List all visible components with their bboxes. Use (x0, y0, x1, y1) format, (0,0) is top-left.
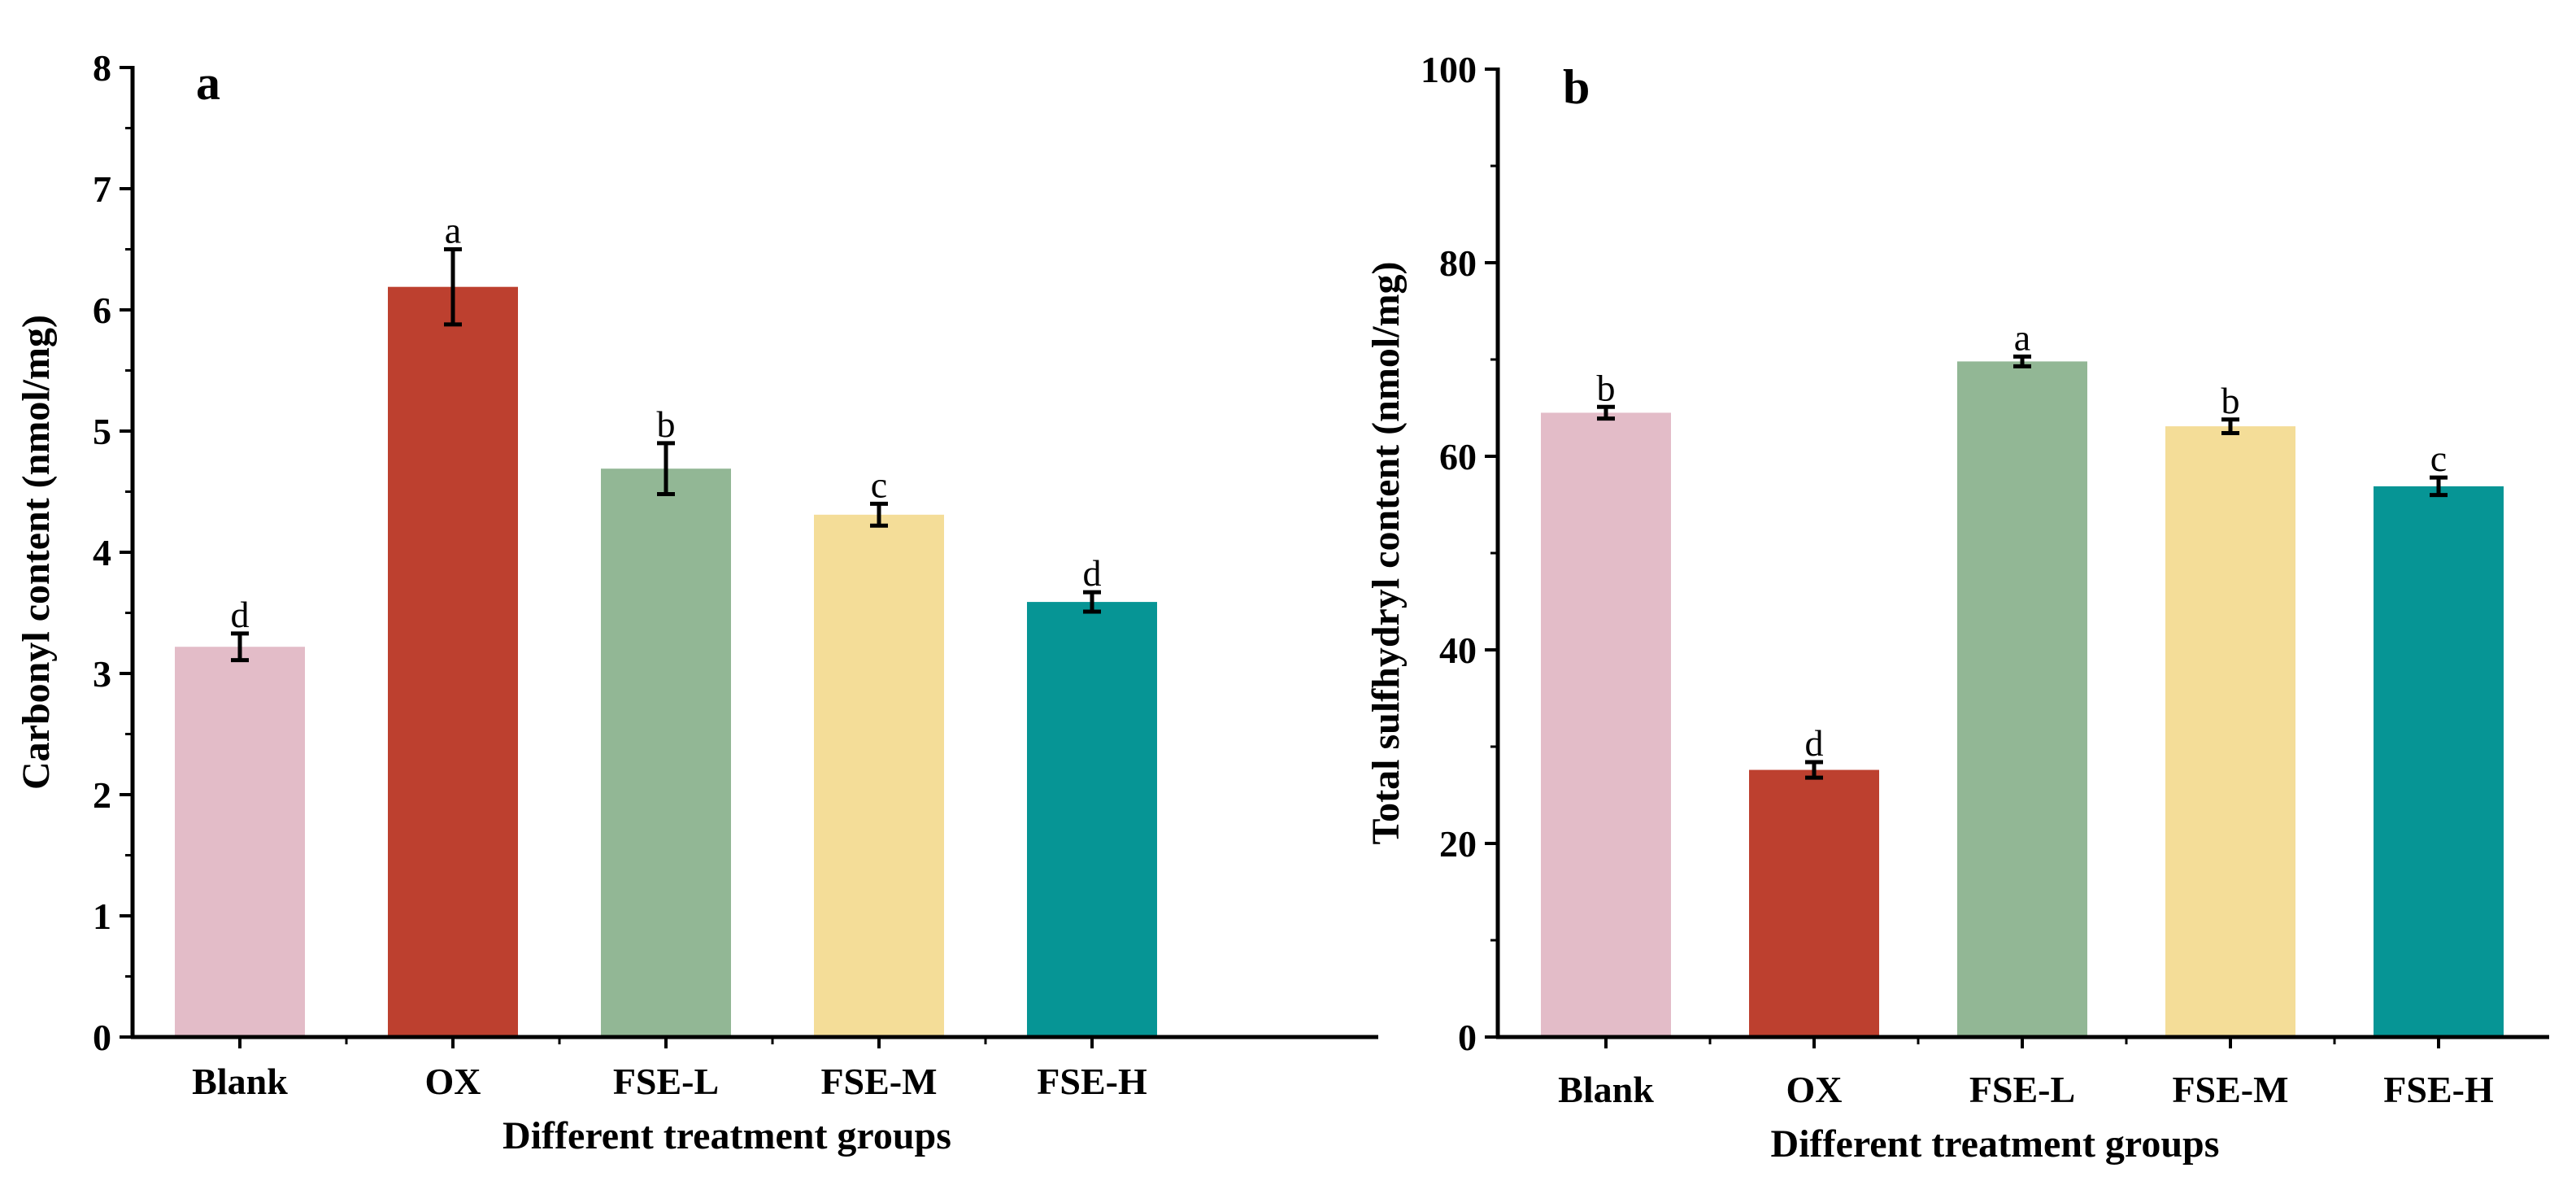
error-bar (870, 501, 888, 528)
significance-letter: d (1083, 552, 1102, 594)
x-tick-label: Blank (1558, 1069, 1654, 1110)
y-tick-label: 20 (1439, 823, 1477, 865)
significance-letter: a (2014, 316, 2030, 358)
y-tick-label: 80 (1439, 242, 1477, 284)
error-bar (2221, 417, 2239, 435)
x-tick-label: FSE-H (2383, 1069, 2494, 1110)
y-axis-title: Carbonyl content (nmol/mg) (15, 315, 58, 790)
y-axis-title: Total sulfhydryl content (nmol/mg) (1364, 262, 1408, 845)
x-tick-label: FSE-M (820, 1061, 937, 1102)
x-tick-label: OX (1786, 1069, 1843, 1110)
significance-letter: b (1597, 367, 1616, 408)
bar-fse-h (1027, 602, 1157, 1037)
bar-fse-m (2165, 426, 2295, 1037)
error-bar (1083, 590, 1101, 614)
y-tick-label: 1 (93, 896, 111, 937)
x-tick-label: OX (425, 1061, 481, 1102)
x-axis-title: Different treatment groups (1771, 1122, 2220, 1166)
error-bar (1805, 760, 1823, 780)
y-tick-label: 6 (93, 290, 111, 331)
bar-blank (175, 647, 305, 1037)
panel-label: a (196, 56, 220, 110)
error-bar (657, 441, 675, 496)
y-tick-label: 4 (93, 532, 111, 573)
bar-fse-l (601, 468, 731, 1037)
error-bar (2430, 475, 2448, 498)
significance-letter: d (231, 594, 250, 635)
error-bar (231, 631, 249, 663)
x-tick-label: FSE-H (1037, 1061, 1147, 1102)
significance-letter: b (657, 403, 676, 445)
y-tick-label: 40 (1439, 630, 1477, 671)
y-tick-label: 100 (1421, 49, 1477, 90)
significance-letter: d (1805, 722, 1824, 764)
x-tick-label: FSE-M (2172, 1069, 2288, 1110)
y-tick-label: 0 (1458, 1017, 1477, 1058)
error-bar (1597, 404, 1615, 421)
y-tick-label: 8 (93, 47, 111, 89)
y-tick-label: 3 (93, 653, 111, 695)
bar-ox (388, 286, 518, 1037)
bar-fse-l (1957, 361, 2087, 1037)
error-bar (444, 247, 462, 327)
panel-label: b (1563, 60, 1590, 114)
significance-letter: a (445, 210, 461, 251)
significance-letter: b (2221, 380, 2240, 421)
x-tick-label: FSE-L (1969, 1069, 2075, 1110)
y-tick-label: 60 (1439, 436, 1477, 477)
y-tick-label: 5 (93, 411, 111, 452)
significance-letter: c (871, 464, 887, 505)
significance-letter: c (2430, 438, 2447, 479)
y-tick-label: 0 (93, 1017, 111, 1058)
y-tick-label: 2 (93, 774, 111, 816)
bar-fse-m (814, 514, 944, 1037)
error-bar (2013, 354, 2031, 368)
x-tick-label: FSE-L (613, 1061, 719, 1102)
bar-ox (1749, 769, 1879, 1037)
x-axis-title: Different treatment groups (503, 1114, 951, 1157)
x-tick-label: Blank (192, 1061, 288, 1102)
bar-fse-h (2374, 486, 2504, 1037)
y-tick-label: 7 (93, 168, 111, 210)
bar-blank (1541, 412, 1671, 1037)
